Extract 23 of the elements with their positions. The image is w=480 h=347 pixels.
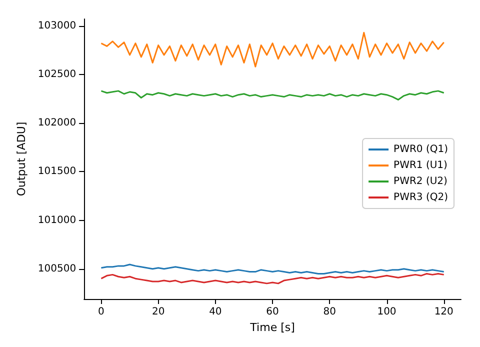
- legend-label: PWR3 (Q2): [394, 192, 448, 203]
- x-tick-label: 80: [323, 306, 336, 318]
- x-axis-title: Time [s]: [249, 320, 295, 334]
- legend-label: PWR2 (U2): [394, 176, 448, 187]
- x-tick-label: 20: [152, 306, 165, 318]
- x-tick-label: 100: [377, 306, 396, 318]
- x-tick-label: 40: [209, 306, 222, 318]
- y-axis-title: Output [ADU]: [15, 122, 28, 196]
- line-series: [100, 32, 445, 68]
- legend-label: PWR0 (Q1): [394, 144, 448, 155]
- y-tick-label: 101500: [38, 166, 76, 178]
- x-tick-label: 120: [434, 306, 454, 318]
- legend-label: PWR1 (U1): [394, 160, 448, 171]
- y-tick-label: 102500: [38, 68, 76, 80]
- line-series: [100, 272, 445, 284]
- y-tick-label: 103000: [38, 20, 76, 32]
- x-tick-label: 60: [266, 306, 279, 318]
- line-series: [100, 264, 445, 274]
- y-tick-label: 100500: [38, 263, 76, 274]
- line-series: [100, 90, 445, 100]
- x-tick-label: 0: [98, 306, 104, 318]
- y-tick-label: 102000: [38, 118, 76, 129]
- y-tick-label: 101000: [38, 214, 76, 226]
